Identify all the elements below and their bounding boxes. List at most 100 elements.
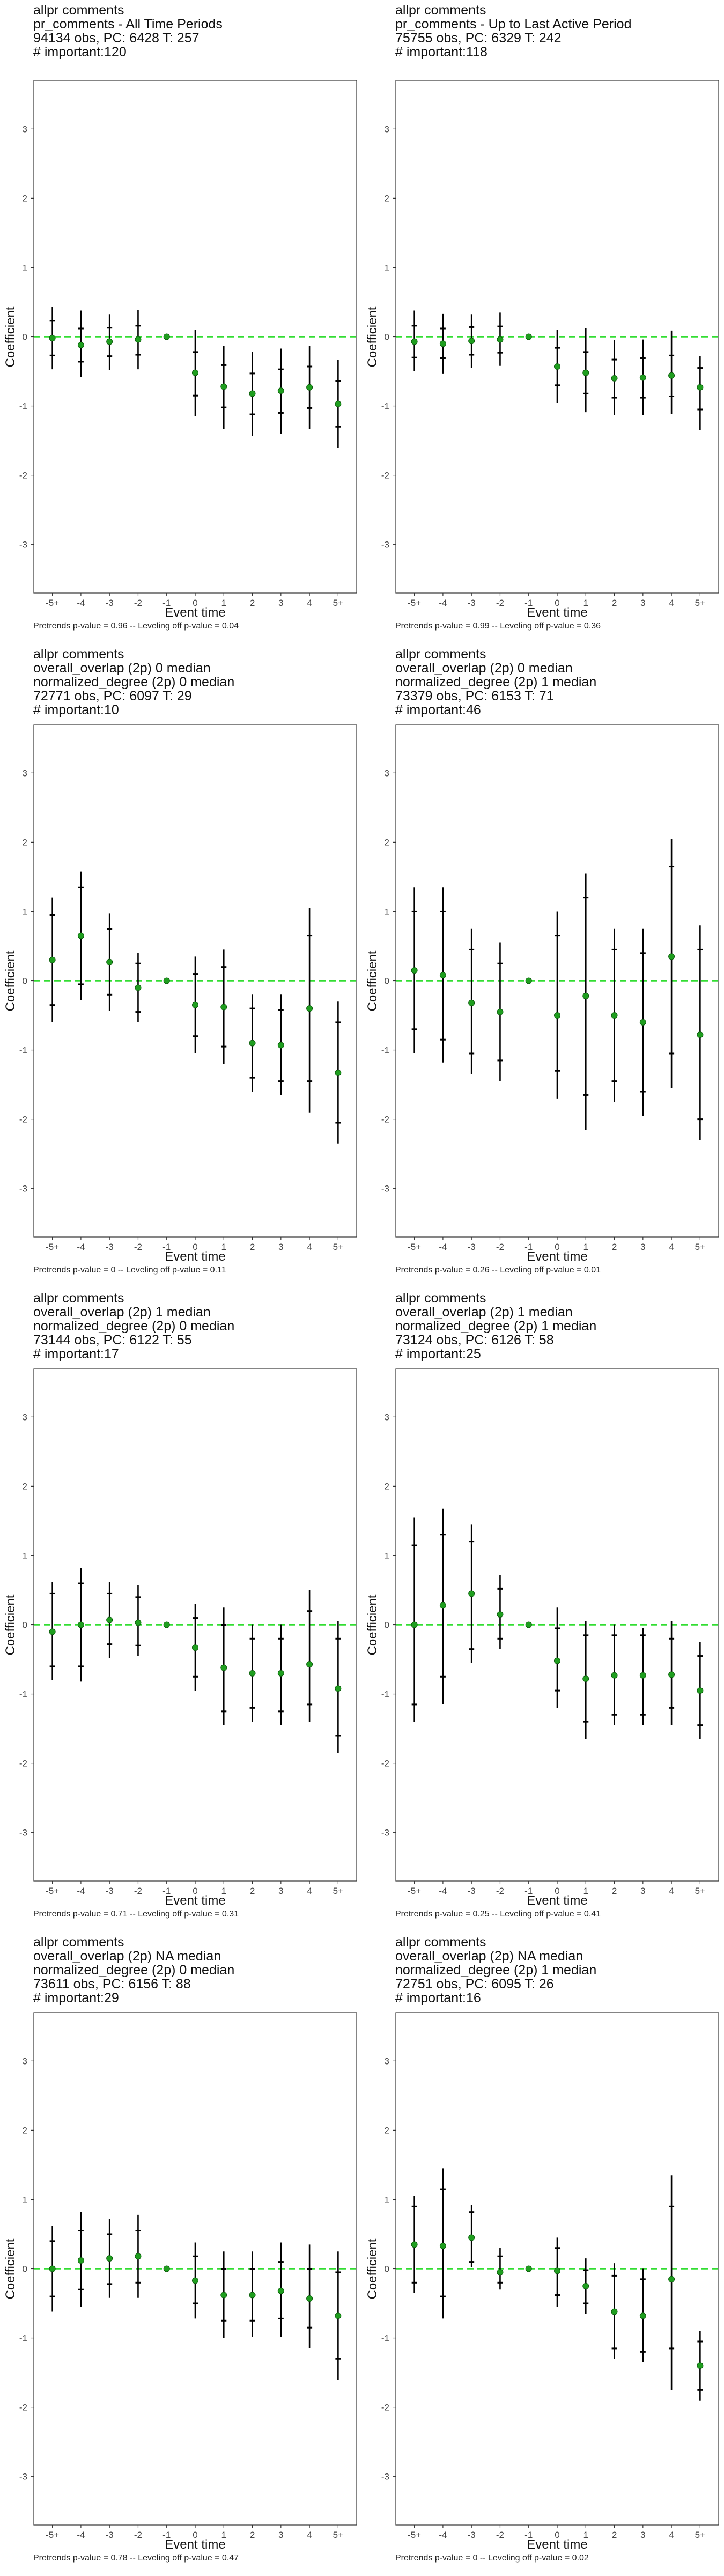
x-tick-label: 1 [221,1886,226,1896]
coefficient-point [106,958,113,965]
x-tick-label: -1 [162,598,171,608]
chart-header: allpr comments pr_comments - All Time Per… [33,3,223,59]
coefficient-point [668,953,675,960]
chart-title-line: overall_overlap (2p) 1 median [395,1305,573,1320]
coefficient-point [335,1685,342,1692]
coefficient-point [525,2265,532,2272]
y-tick-label: 0 [23,2264,27,2274]
coefficient-point [220,2292,227,2299]
x-tick-label: 4 [669,1886,674,1896]
chart-header: allpr comments overall_overlap (2p) NA me… [33,1935,234,2005]
coefficient-point [497,1611,504,1618]
chart-title-line: 75755 obs, PC: 6329 T: 242 [395,31,562,46]
chart-title-line: 72751 obs, PC: 6095 T: 26 [395,1977,554,1992]
event-study-plot: -3 -2 -1 0 1 2 3 -5+ -4 -3 -2 -1 0 1 2 3 4 5+ [19,2012,357,2540]
x-tick-label: -2 [134,1242,142,1252]
chart-title-line: 73379 obs, PC: 6153 T: 71 [395,689,554,704]
x-tick-label: -5+ [46,2530,59,2540]
y-tick-label: 0 [385,2264,389,2274]
coefficient-point [306,2295,313,2302]
x-tick-label: -3 [106,2530,114,2540]
y-tick-label: -1 [19,1689,27,1700]
coefficient-point [582,2282,589,2289]
x-tick-label: 4 [307,1242,312,1252]
coefficient-point [439,972,446,979]
y-tick-label: 0 [385,1620,389,1630]
x-tick-label: 2 [612,598,617,608]
x-tick-label: 4 [307,2530,312,2540]
x-tick-label: 1 [583,2530,588,2540]
x-tick-label: 1 [583,1886,588,1896]
y-tick-label: 3 [385,1412,389,1422]
coefficient-point [468,999,475,1006]
chart-title-line: # important:29 [33,1990,119,2006]
x-tick-label: -3 [468,598,476,608]
x-tick-label: 0 [555,1886,559,1896]
x-tick-label: 2 [250,1242,255,1252]
y-tick-label: 3 [23,768,27,778]
x-tick-label: 0 [193,1886,197,1896]
coefficient-point [411,338,418,345]
chart-title-line: overall_overlap (2p) 0 median [33,661,211,676]
coefficient-point [49,2265,56,2272]
y-tick-label: 3 [385,2056,389,2066]
y-tick-label: 3 [23,1412,27,1422]
x-tick-label: -3 [468,1242,476,1252]
chart-panel: allpr comments pr_comments - All Time Per… [0,0,362,644]
x-tick-label: 5+ [333,1242,343,1252]
x-tick-label: 0 [555,1242,559,1252]
x-tick-label: -2 [134,598,142,608]
chart-panel: allpr comments overall_overlap (2p) NA me… [362,1932,724,2576]
x-tick-label: -2 [496,1886,504,1896]
x-tick-label: 4 [307,1886,312,1896]
x-tick-label: 2 [250,598,255,608]
coefficient-point [135,2253,142,2260]
coefficient-point [525,977,532,984]
chart-title-line: allpr comments [33,3,124,18]
chart-title-line: 73144 obs, PC: 6122 T: 55 [33,1333,192,1348]
coefficient-point [668,372,675,379]
y-tick-label: -2 [381,471,389,481]
p-value-footer: Pretrends p-value = 0.78 -- Leveling off… [33,2553,239,2563]
chart-header: allpr comments overall_overlap (2p) 0 med… [33,647,234,717]
chart-title-line: 73124 obs, PC: 6126 T: 58 [395,1333,554,1348]
coefficient-point [249,2292,256,2299]
event-study-plot: -3 -2 -1 0 1 2 3 -5+ -4 -3 -2 -1 0 1 2 3 4 5+ [19,1368,357,1896]
x-tick-label: -1 [524,2530,533,2540]
x-tick-label: -4 [77,1886,85,1896]
coefficient-point [697,1031,704,1038]
coefficient-point [192,1001,198,1008]
x-tick-label: -5+ [408,2530,421,2540]
y-tick-label: 1 [385,2194,389,2205]
chart-title-line: allpr comments [395,647,486,662]
x-axis-label: Event time [165,1893,226,1908]
x-tick-label: 5+ [695,1242,705,1252]
coefficient-point [49,956,56,963]
y-tick-label: -3 [381,1184,389,1194]
y-tick-label: 0 [23,332,27,342]
coefficient-point [468,338,475,345]
y-tick-label: 2 [23,193,27,203]
coefficient-point [639,1672,646,1679]
coefficient-point [335,1070,342,1077]
coefficient-point [697,2362,704,2369]
y-tick-label: -1 [381,2333,389,2344]
chart-header: allpr comments overall_overlap (2p) 0 med… [395,647,596,717]
y-tick-label: -2 [19,471,27,481]
x-tick-label: 0 [555,2530,559,2540]
chart-title-line: normalized_degree (2p) 0 median [33,1963,235,1978]
y-tick-label: -3 [381,1828,389,1838]
y-tick-label: -1 [19,1045,27,1056]
y-tick-label: 2 [23,2125,27,2135]
y-tick-label: -2 [19,1115,27,1125]
x-tick-label: 3 [640,2530,645,2540]
chart-title-line: # important:46 [395,702,481,718]
coefficient-point [135,984,142,991]
y-axis-label: Coefficient [365,306,380,367]
x-tick-label: -4 [439,598,447,608]
y-tick-label: -3 [19,1828,27,1838]
x-tick-label: -1 [524,1886,533,1896]
coefficient-point [192,2277,198,2284]
y-tick-label: -2 [19,2403,27,2413]
chart-title-line: allpr comments [395,1935,486,1950]
